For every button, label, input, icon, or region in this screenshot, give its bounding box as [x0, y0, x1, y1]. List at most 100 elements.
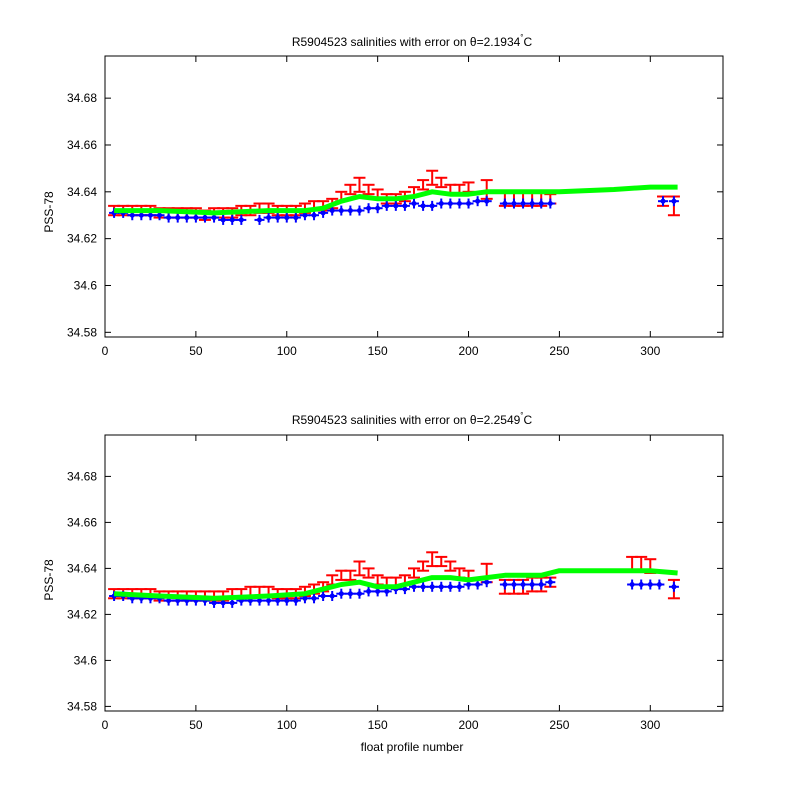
top-error-bar — [344, 183, 357, 196]
bottom-xtick-label: 250 — [549, 718, 569, 732]
bottom-error-bar — [444, 560, 457, 572]
top-data-point — [499, 198, 510, 209]
top-error-bar — [417, 179, 430, 191]
top-data-point — [518, 198, 529, 209]
bottom-xtick-label: 100 — [277, 718, 297, 732]
bottom-data-point — [363, 586, 374, 597]
bottom-ytick-label: 34.62 — [67, 607, 97, 621]
bottom-data-point — [290, 595, 301, 606]
top-data-point — [536, 198, 547, 209]
bottom-ytick-label: 34.68 — [67, 469, 97, 483]
bottom-ytick-label: 34.6 — [74, 653, 98, 667]
bottom-data-point — [336, 588, 347, 599]
bottom-ytick-label: 34.58 — [67, 699, 97, 713]
top-xtick-label: 150 — [368, 344, 388, 358]
top-data-point — [545, 198, 556, 209]
top-ytick-label: 34.64 — [67, 185, 97, 199]
top-data-point — [290, 212, 301, 223]
top-data-point — [163, 212, 174, 223]
top-chart-plot-area: 34.58 34.6 34.62 34.64 34.66 34.68 0 50 100 150 20… — [67, 55, 724, 358]
top-data-point — [354, 205, 365, 216]
top-data-point — [336, 205, 347, 216]
top-data-point — [227, 214, 238, 225]
top-data-point — [463, 198, 474, 209]
bottom-error-bar — [344, 569, 357, 581]
top-data-point — [218, 214, 229, 225]
bottom-data-point — [299, 593, 310, 604]
bottom-error-bar — [435, 555, 448, 568]
bottom-ytick-label: 34.66 — [67, 515, 97, 529]
top-data-point — [254, 214, 265, 225]
bottom-data-point — [627, 579, 638, 590]
top-xtick-label: 50 — [189, 344, 203, 358]
bottom-data-point — [654, 579, 665, 590]
top-data-point — [236, 214, 247, 225]
top-xtick-label: 200 — [459, 344, 479, 358]
bottom-error-bar — [417, 560, 430, 572]
top-data-point — [390, 200, 401, 211]
bottom-xtick-label: 200 — [459, 718, 479, 732]
top-data-point — [272, 212, 283, 223]
bottom-data-point — [645, 579, 656, 590]
top-data-point — [381, 200, 392, 211]
bottom-data-point — [418, 581, 429, 592]
bottom-chart-ylabel: PSS-78 — [42, 559, 56, 601]
top-ytick-label: 34.58 — [67, 325, 97, 339]
bottom-chart-title: R5904523 salinities with error on θ=2.25… — [292, 411, 533, 427]
bottom-data-point — [518, 579, 529, 590]
bottom-data-point — [345, 588, 356, 599]
top-xtick-label: 250 — [549, 344, 569, 358]
top-data-point — [345, 205, 356, 216]
bottom-data-point — [445, 581, 456, 592]
top-data-point — [372, 203, 383, 214]
bottom-error-bar — [408, 567, 420, 579]
bottom-chart-panel: R5904523 salinities with error on θ=2.25… — [42, 411, 724, 754]
bottom-data-point — [636, 579, 647, 590]
top-data-point — [445, 198, 456, 209]
bottom-data-point — [668, 581, 679, 592]
bottom-chart-xlabel: float profile number — [361, 740, 464, 754]
top-data-point — [658, 196, 669, 207]
bottom-data-point — [427, 581, 438, 592]
top-chart-ylabel: PSS-78 — [42, 191, 56, 233]
bottom-data-point — [436, 581, 447, 592]
top-ytick-label: 34.6 — [74, 278, 98, 292]
bottom-data-point — [309, 593, 320, 604]
top-ytick-label: 34.68 — [67, 91, 97, 105]
bottom-chart-plot-area: 34.58 34.6 34.62 34.64 34.66 34.68 0 50 100 150 20… — [67, 434, 724, 732]
bottom-data-point — [499, 579, 510, 590]
top-xtick-label: 0 — [102, 344, 109, 358]
bottom-axes-box — [104, 434, 724, 712]
bottom-data-point — [409, 581, 419, 592]
bottom-data-point — [545, 577, 556, 588]
top-data-point — [172, 212, 183, 223]
bottom-data-point — [508, 579, 519, 590]
top-chart-title: R5904523 salinities with error on θ=2.19… — [292, 33, 533, 49]
top-data-point — [409, 198, 419, 209]
bottom-data-point — [318, 591, 329, 601]
top-xtick-label: 100 — [277, 344, 297, 358]
top-chart-panel: R5904523 salinities with error on θ=2.19… — [42, 33, 724, 358]
top-ytick-label: 34.62 — [67, 232, 97, 246]
bottom-xtick-label: 0 — [102, 718, 109, 732]
bottom-xtick-label: 150 — [368, 718, 388, 732]
bottom-reference-line — [113, 568, 678, 601]
top-xtick-label: 300 — [640, 344, 660, 358]
bottom-data-point — [327, 591, 338, 601]
top-data-point — [363, 203, 374, 214]
bottom-ytick-label: 34.64 — [67, 561, 97, 575]
top-ytick-label: 34.66 — [67, 138, 97, 152]
bottom-error-bar — [353, 560, 366, 577]
top-data-point — [281, 212, 292, 223]
bottom-data-point — [536, 579, 547, 590]
top-reference-line — [114, 184, 678, 216]
top-error-bar — [426, 169, 439, 186]
top-data-point — [668, 196, 679, 207]
top-error-bar — [435, 176, 448, 189]
bottom-xtick-label: 50 — [189, 718, 203, 732]
bottom-data-point — [354, 588, 365, 599]
top-data-point — [263, 212, 274, 223]
top-data-point — [436, 198, 447, 209]
